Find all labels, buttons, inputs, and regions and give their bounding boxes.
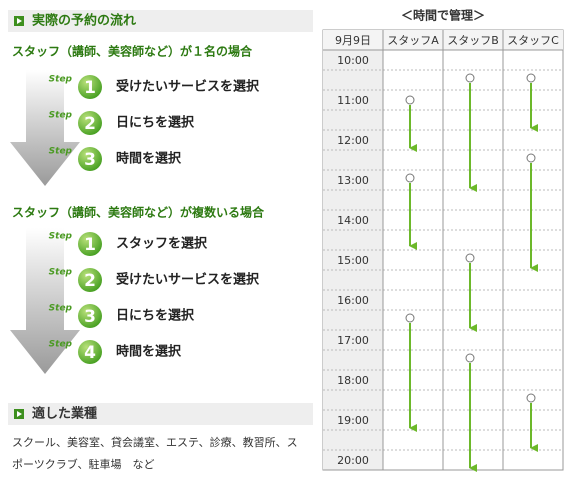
step-label: Step [49, 75, 73, 85]
step-badge [78, 75, 102, 99]
time-label: 13:00 [337, 174, 369, 187]
column-header: 9月9日 [335, 34, 371, 47]
step-text: 受けたいサービスを選択 [116, 272, 260, 288]
time-label: 19:00 [337, 414, 369, 427]
step-text: スタッフを選択 [116, 236, 208, 252]
time-label: 18:00 [337, 374, 369, 387]
step-badge [78, 111, 102, 135]
step-text: 日にちを選択 [116, 115, 195, 131]
case-title: スタッフ（講師、美容師など）が複数いる場合 [12, 205, 265, 220]
step-number: 4 [84, 343, 96, 363]
header-bar [8, 403, 313, 425]
booking-arrows [405, 73, 538, 472]
header-icon-arrow [17, 18, 22, 24]
step-number: 1 [84, 78, 96, 98]
step-label: Step [49, 232, 73, 242]
step-text: 時間を選択 [116, 151, 182, 167]
step-text: 受けたいサービスを選択 [116, 79, 260, 95]
section-title: 適した業種 [32, 406, 97, 422]
step-label: Step [49, 111, 73, 121]
section-title: 実際の予約の流れ [32, 13, 136, 29]
time-label: 16:00 [337, 294, 369, 307]
step-label: Step [49, 304, 73, 314]
step-text: 時間を選択 [116, 344, 182, 360]
time-label: 14:00 [337, 214, 369, 227]
schedule-table: 9月9日 スタッフA スタッフB スタッフC 10:00 11:00 12:00 13:00 1… [322, 29, 564, 471]
time-label: 20:00 [337, 454, 369, 467]
time-label: 12:00 [337, 134, 369, 147]
step-label: Step [49, 268, 73, 278]
step-number: 3 [84, 307, 96, 327]
step-badge [78, 268, 102, 292]
step-text: 日にちを選択 [116, 308, 195, 324]
flow-arrow [10, 228, 80, 374]
column-header: スタッフA [387, 34, 439, 47]
body-text: スクール、美容室、貸会議室、エステ、診療、教習所、ス [12, 435, 298, 449]
step-number: 1 [84, 235, 96, 255]
column-header: スタッフC [507, 34, 559, 47]
time-label: 10:00 [337, 54, 369, 67]
step-label: Step [49, 147, 73, 157]
step-badge [78, 340, 102, 364]
step-number: 3 [84, 150, 96, 170]
step-badge [78, 147, 102, 171]
body-text: ポーツクラブ、駐車場 など [12, 457, 154, 471]
case-title: スタッフ（講師、美容師など）が１名の場合 [12, 44, 253, 59]
header-icon-arrow [17, 411, 22, 417]
step-number: 2 [84, 114, 96, 134]
time-label: 17:00 [337, 334, 369, 347]
step-number: 2 [84, 271, 96, 291]
step-badge [78, 232, 102, 256]
step-badge [78, 304, 102, 328]
flow-arrow [10, 70, 80, 186]
schedule-title: ＜時間で管理＞ [401, 8, 485, 23]
time-label: 15:00 [337, 254, 369, 267]
time-label: 11:00 [337, 94, 369, 107]
step-label: Step [49, 340, 73, 350]
column-header: スタッフB [447, 34, 499, 47]
header-bar [8, 10, 313, 32]
